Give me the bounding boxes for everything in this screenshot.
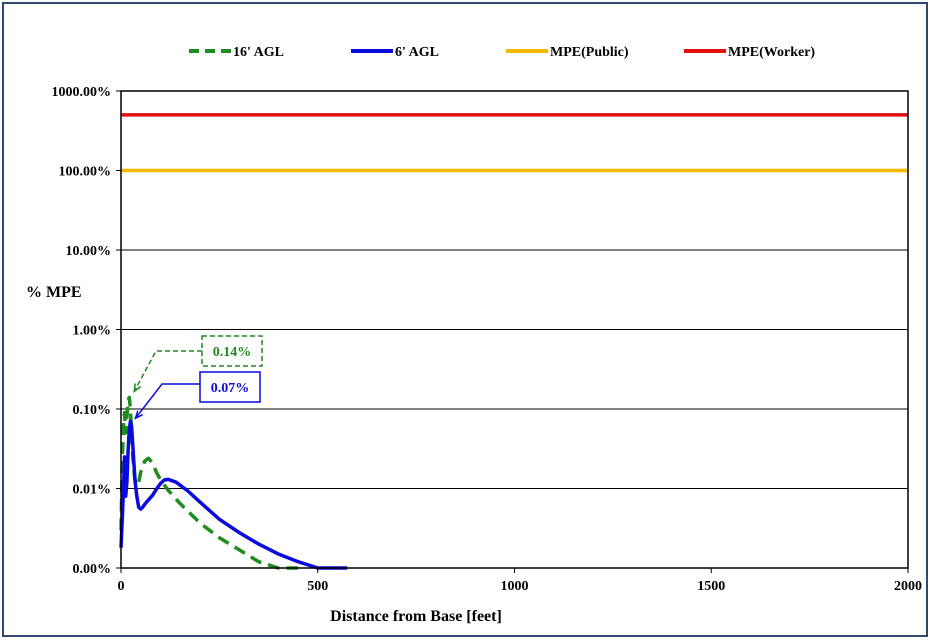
y-tick-label: 100.00% bbox=[59, 165, 112, 180]
x-tick-label: 500 bbox=[307, 579, 328, 594]
mpe-chart: 0.00% 0.01% 0.10% 1.00% 10.00% 100.00% 1000.00… bbox=[26, 45, 923, 625]
tick-labels: 0.00% 0.01% 0.10% 1.00% 10.00% 100.00% 1000.00… bbox=[52, 85, 923, 594]
annotation-arrowhead bbox=[133, 383, 142, 394]
x-tick-label: 2000 bbox=[894, 579, 922, 594]
y-tick-label: 0.01% bbox=[73, 483, 112, 498]
legend-label: 6' AGL bbox=[395, 45, 439, 60]
annotation-box bbox=[199, 371, 261, 403]
series-line-16-agl bbox=[119, 395, 299, 570]
grid-lines bbox=[121, 90, 908, 569]
y-tick-label: 10.00% bbox=[66, 244, 112, 259]
plot-area-border bbox=[120, 90, 909, 569]
annotation-arrowhead bbox=[134, 410, 143, 420]
annotation-leader bbox=[133, 350, 202, 392]
legend: 16' AGL 6' AGL MPE(Public) MPE(Worker) bbox=[189, 45, 815, 60]
legend-label: MPE(Worker) bbox=[728, 45, 815, 60]
x-tick-label: 1000 bbox=[501, 579, 529, 594]
series-lines bbox=[119, 113, 908, 570]
y-tick-label: 0.10% bbox=[73, 403, 112, 418]
axes bbox=[116, 90, 909, 573]
y-tick-label: 1000.00% bbox=[52, 85, 112, 100]
y-axis-label: % MPE bbox=[26, 284, 82, 301]
y-tick-label: 0.00% bbox=[73, 562, 112, 577]
legend-label: MPE(Public) bbox=[550, 45, 629, 60]
annotations: 0.14% 0.07% bbox=[133, 335, 263, 420]
x-tick-label: 0 bbox=[118, 579, 125, 594]
annotation-label: 0.14% bbox=[213, 345, 252, 360]
series-line-6-agl bbox=[119, 419, 348, 570]
x-axis-label: Distance from Base [feet] bbox=[330, 608, 502, 625]
legend-label: 16' AGL bbox=[233, 45, 284, 60]
y-tick-label: 1.00% bbox=[73, 324, 112, 339]
x-tick-label: 1500 bbox=[697, 579, 725, 594]
annotation-box bbox=[201, 335, 263, 367]
annotation-label: 0.07% bbox=[211, 381, 250, 396]
annotation-leader bbox=[134, 383, 200, 419]
